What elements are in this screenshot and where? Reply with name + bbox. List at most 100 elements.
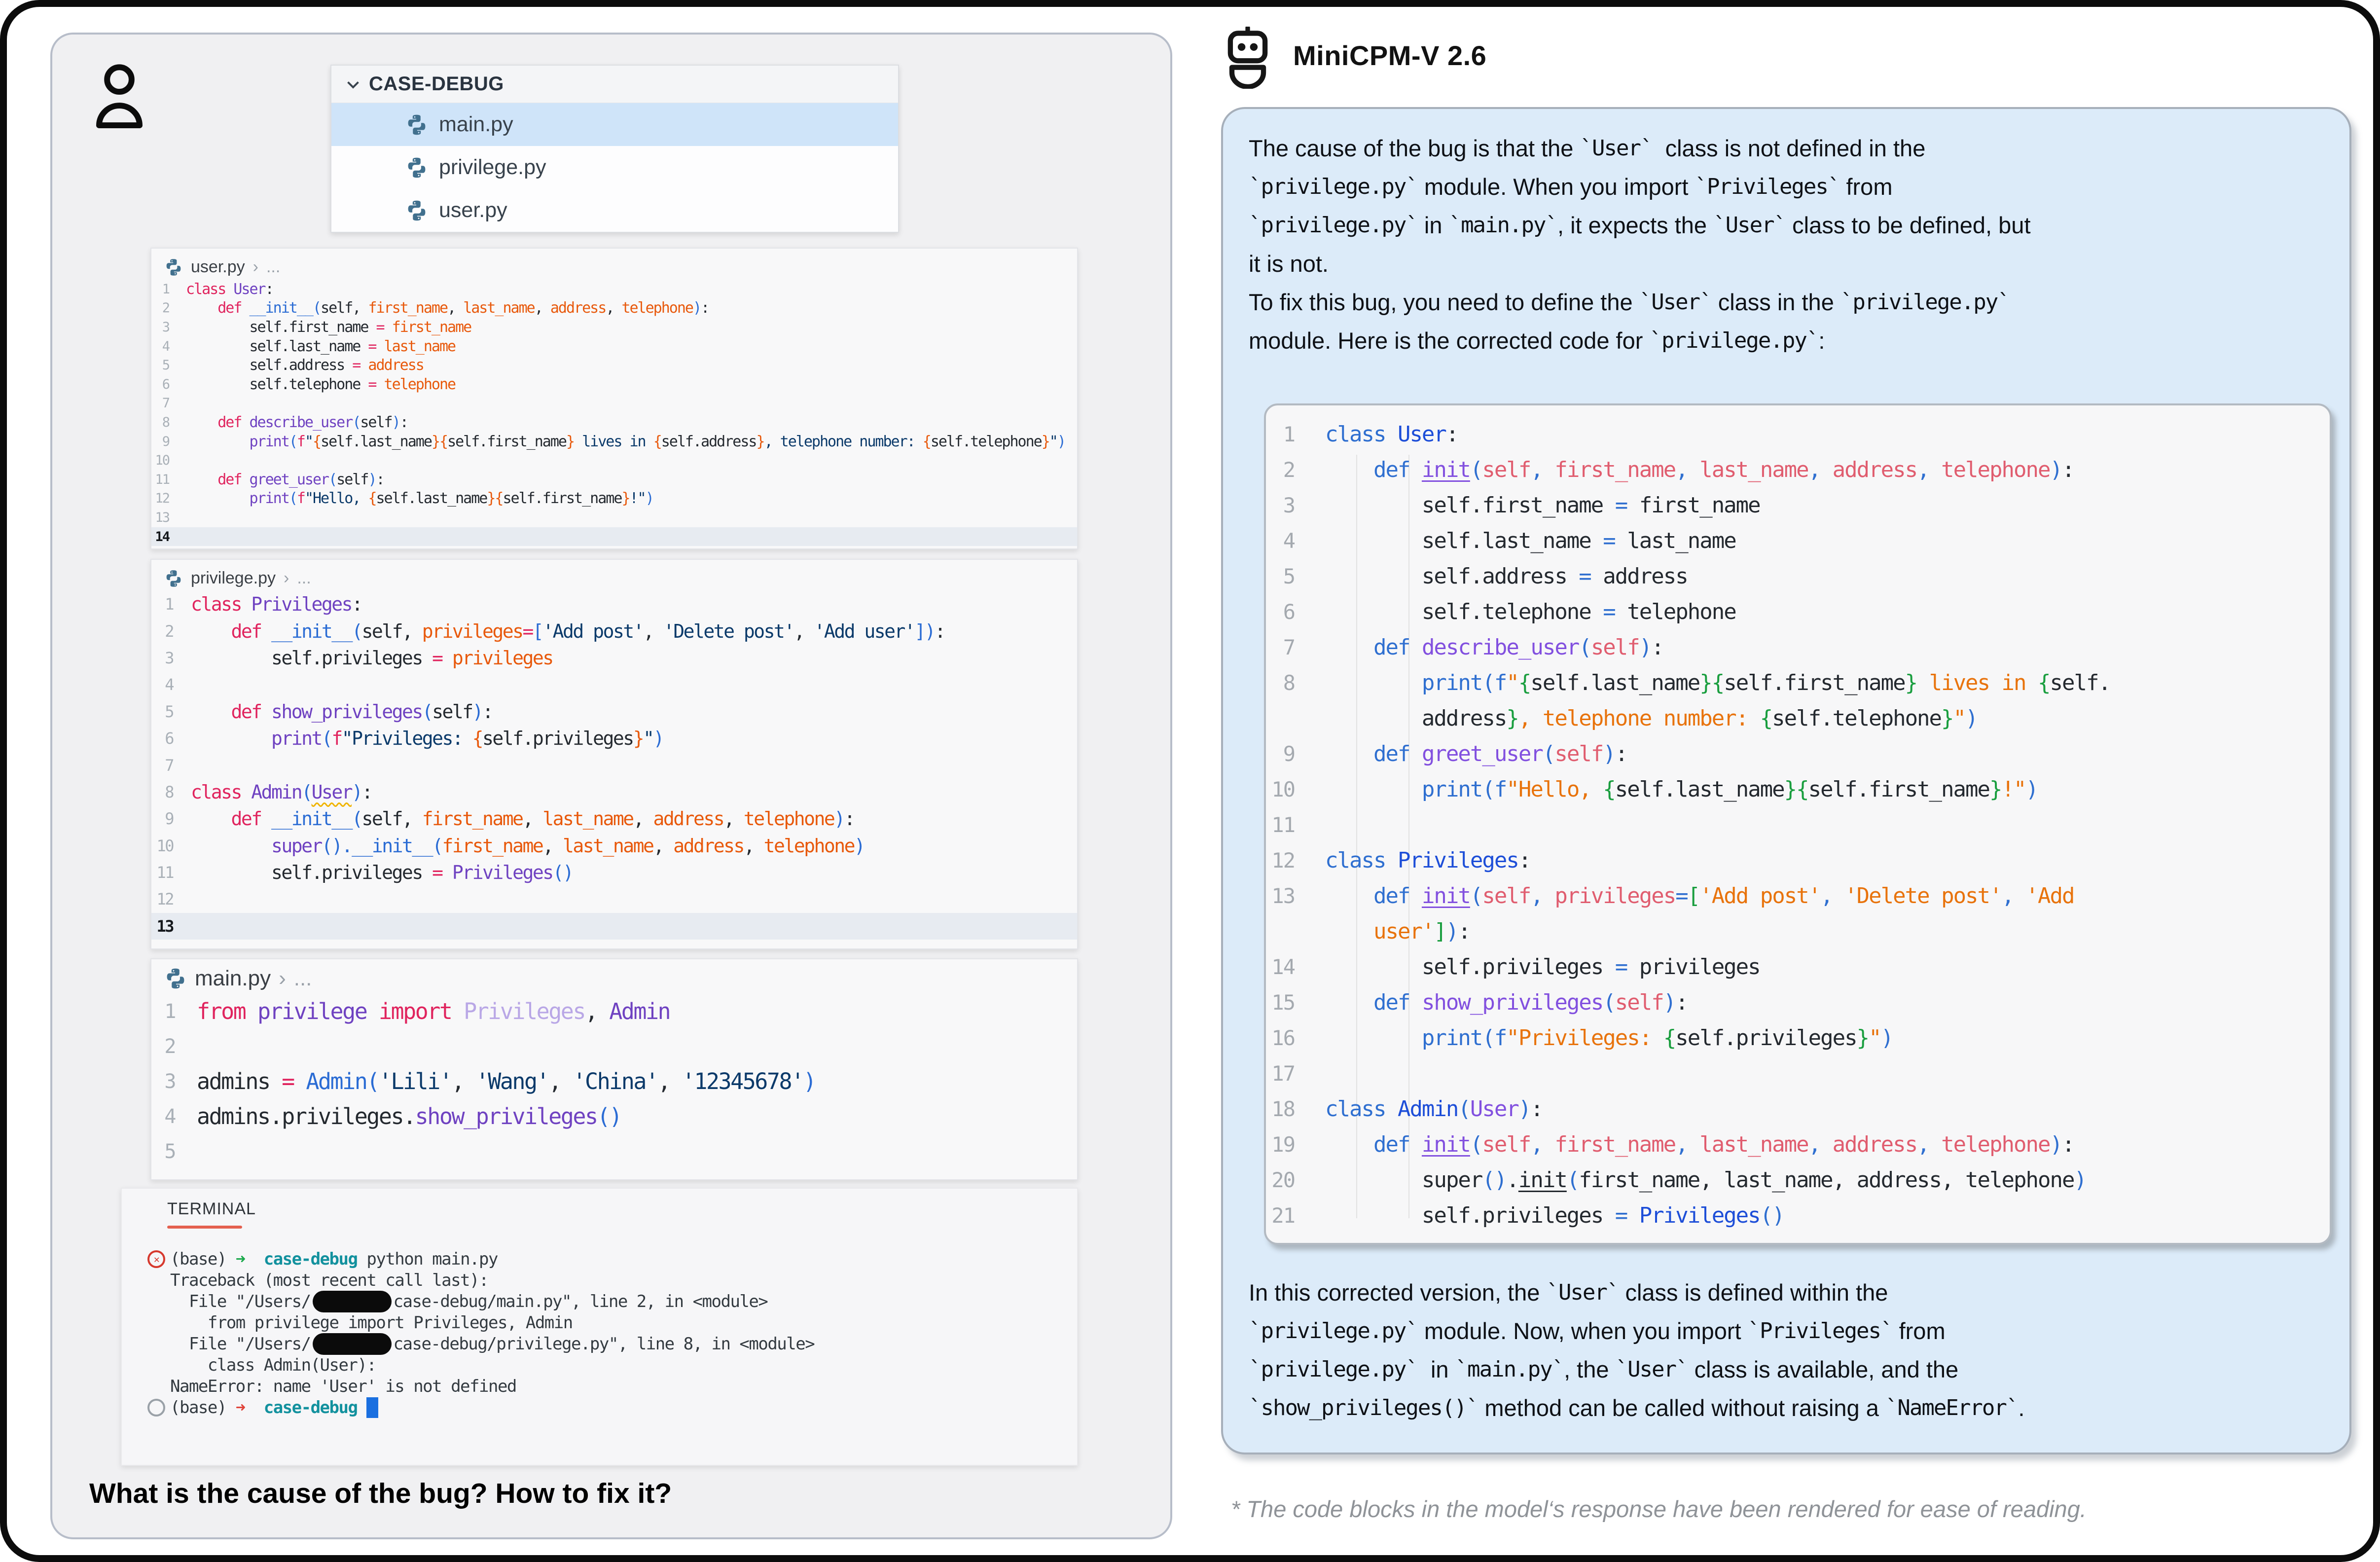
code-token: privileges bbox=[452, 647, 554, 669]
terminal-panel[interactable]: TERMINAL ✕ (base) ➜ case-debug python mai… bbox=[121, 1188, 1078, 1466]
code-token: self.telephone bbox=[1325, 599, 1603, 624]
code-token: () bbox=[1760, 1202, 1785, 1228]
code-token: admins.privileges. bbox=[197, 1103, 416, 1129]
code-token: = bbox=[1675, 883, 1688, 908]
line-number: 8 bbox=[165, 782, 174, 801]
code-token bbox=[186, 433, 250, 450]
code-token: : bbox=[1445, 421, 1459, 447]
line-number: 5 bbox=[162, 358, 170, 373]
code-token: = bbox=[432, 862, 452, 884]
code-text: def __init__(self, first_name, last_name… bbox=[186, 299, 710, 317]
code-token: 'China' bbox=[573, 1068, 659, 1094]
text-segment: in bbox=[1417, 212, 1449, 238]
code-token: NameError: name 'User' is not defined bbox=[170, 1376, 517, 1396]
line-number: 3 bbox=[1283, 493, 1296, 517]
file-explorer: CASE-DEBUG main.py privilege.py user.py bbox=[330, 65, 899, 233]
editor-body[interactable]: 1 from privilege import Privileges, Admin… bbox=[151, 994, 1077, 1169]
text-segment: : bbox=[1818, 327, 1825, 354]
line-number: 11 bbox=[156, 863, 174, 882]
code-token: }{ bbox=[431, 433, 448, 450]
code-line: 2 def __init__(self, privileges=['Add po… bbox=[151, 618, 1077, 644]
code-token: self.privileges bbox=[191, 862, 433, 884]
code-token: ) bbox=[2050, 457, 2063, 482]
code-token: , bbox=[633, 808, 653, 830]
code-text: print(f"Hello, {self.last_name}{self.fir… bbox=[1325, 776, 2039, 802]
line-number: 6 bbox=[162, 376, 170, 392]
ide-panel: CASE-DEBUG main.py privilege.py user.py … bbox=[50, 33, 1172, 1539]
code-token: "Privileges: bbox=[341, 727, 472, 750]
code-token: first_name bbox=[1554, 1131, 1676, 1157]
code-token: Admin bbox=[251, 781, 302, 803]
rendered-code-block: 1 class User: 2 def init(self, first_name,… bbox=[1264, 403, 2332, 1245]
code-token: f bbox=[296, 433, 306, 450]
code-token: = bbox=[352, 357, 368, 374]
line-number: 8 bbox=[162, 414, 170, 430]
text-segment: , the bbox=[1564, 1356, 1616, 1382]
code-token: address bbox=[1603, 563, 1688, 589]
line-number: 13 bbox=[155, 509, 170, 525]
code-token: telephone bbox=[743, 808, 835, 830]
code-token: } bbox=[1856, 1025, 1870, 1051]
code-token: (base) bbox=[170, 1397, 236, 1417]
text-segment: , it expects the bbox=[1557, 212, 1714, 238]
code-line: 7 def describe_user(self): bbox=[1266, 629, 2330, 665]
code-token: Privileges bbox=[1639, 1202, 1761, 1228]
code-token: super bbox=[271, 835, 323, 857]
code-token: User bbox=[311, 781, 353, 803]
code-token: { bbox=[313, 433, 322, 450]
code-token: address bbox=[1832, 457, 1918, 482]
code-line: 12 print(f"Hello, {self.last_name}{self.… bbox=[151, 489, 1077, 509]
code-text: def greet_user(self): bbox=[186, 471, 385, 488]
code-token: print bbox=[249, 433, 290, 450]
inline-code: `User` bbox=[1639, 289, 1713, 315]
editor-body[interactable]: 1 class User: 2 def __init__(self, first_n… bbox=[151, 280, 1077, 546]
code-token: ( bbox=[1458, 1096, 1471, 1122]
line-number: 2 bbox=[164, 1035, 176, 1058]
code-token: init bbox=[1421, 457, 1471, 482]
inline-code: `privilege.py` bbox=[1649, 327, 1819, 353]
code-token: { bbox=[922, 433, 932, 450]
redacted-username bbox=[312, 1333, 392, 1355]
code-token: 'Add bbox=[2025, 883, 2075, 908]
code-token: 'Add post' bbox=[542, 620, 644, 642]
code-token: " bbox=[643, 727, 654, 750]
model-header: MiniCPM-V 2.6 bbox=[1222, 27, 1486, 89]
code-token: , bbox=[606, 299, 622, 317]
code-token: ) bbox=[854, 835, 865, 857]
code-token: self.first_name bbox=[186, 318, 376, 336]
code-token: Traceback (most recent call last): bbox=[170, 1270, 489, 1290]
file-item-user-py[interactable]: user.py bbox=[331, 189, 898, 232]
text-segment: To fix this bug, you need to define the bbox=[1249, 289, 1639, 315]
code-token: self.last_name bbox=[1615, 776, 1785, 802]
code-line: 9 def __init__(self, first_name, last_na… bbox=[151, 805, 1077, 832]
response-text-bottom: In this corrected version, the `User` cl… bbox=[1249, 1273, 2024, 1427]
explorer-root-row[interactable]: CASE-DEBUG bbox=[331, 66, 898, 103]
code-token: = bbox=[368, 375, 384, 393]
terminal-cursor[interactable] bbox=[366, 1397, 379, 1418]
code-token: case-debug/main.py", line 2, in <module> bbox=[393, 1291, 768, 1311]
code-token: ) bbox=[653, 727, 664, 750]
code-token: : bbox=[399, 413, 409, 431]
line-number: 6 bbox=[1283, 599, 1296, 624]
code-text: admins.privileges.show_privileges() bbox=[197, 1103, 622, 1129]
code-line: 10 print(f"Hello, {self.last_name}{self.… bbox=[1266, 771, 2330, 807]
code-line: 16 print(f"Privileges: {self.privileges}… bbox=[1266, 1020, 2330, 1055]
code-text: class User: bbox=[186, 280, 274, 298]
file-item-main-py[interactable]: main.py bbox=[331, 103, 898, 146]
editor-body[interactable]: 1 class Privileges: 2 def __init__(self, p… bbox=[151, 591, 1077, 940]
line-number: 6 bbox=[165, 729, 174, 748]
code-token bbox=[1325, 457, 1373, 482]
file-item-privilege-py[interactable]: privilege.py bbox=[331, 146, 898, 189]
code-token: class bbox=[191, 593, 252, 616]
code-token: class Admin(User): bbox=[170, 1355, 377, 1375]
code-token: class bbox=[186, 280, 234, 298]
code-token: ) bbox=[1880, 1025, 1894, 1051]
line-number: 19 bbox=[1271, 1132, 1296, 1157]
code-token: self.first_name bbox=[1808, 776, 1990, 802]
editor-breadcrumb: user.py ›... bbox=[151, 249, 1077, 280]
redacted-username bbox=[312, 1290, 392, 1312]
code-token: = bbox=[1615, 1202, 1639, 1228]
terminal-line: NameError: name 'User' is not defined bbox=[122, 1376, 1077, 1397]
breadcrumb-more: ... bbox=[297, 569, 311, 587]
code-token bbox=[1325, 1025, 1422, 1051]
